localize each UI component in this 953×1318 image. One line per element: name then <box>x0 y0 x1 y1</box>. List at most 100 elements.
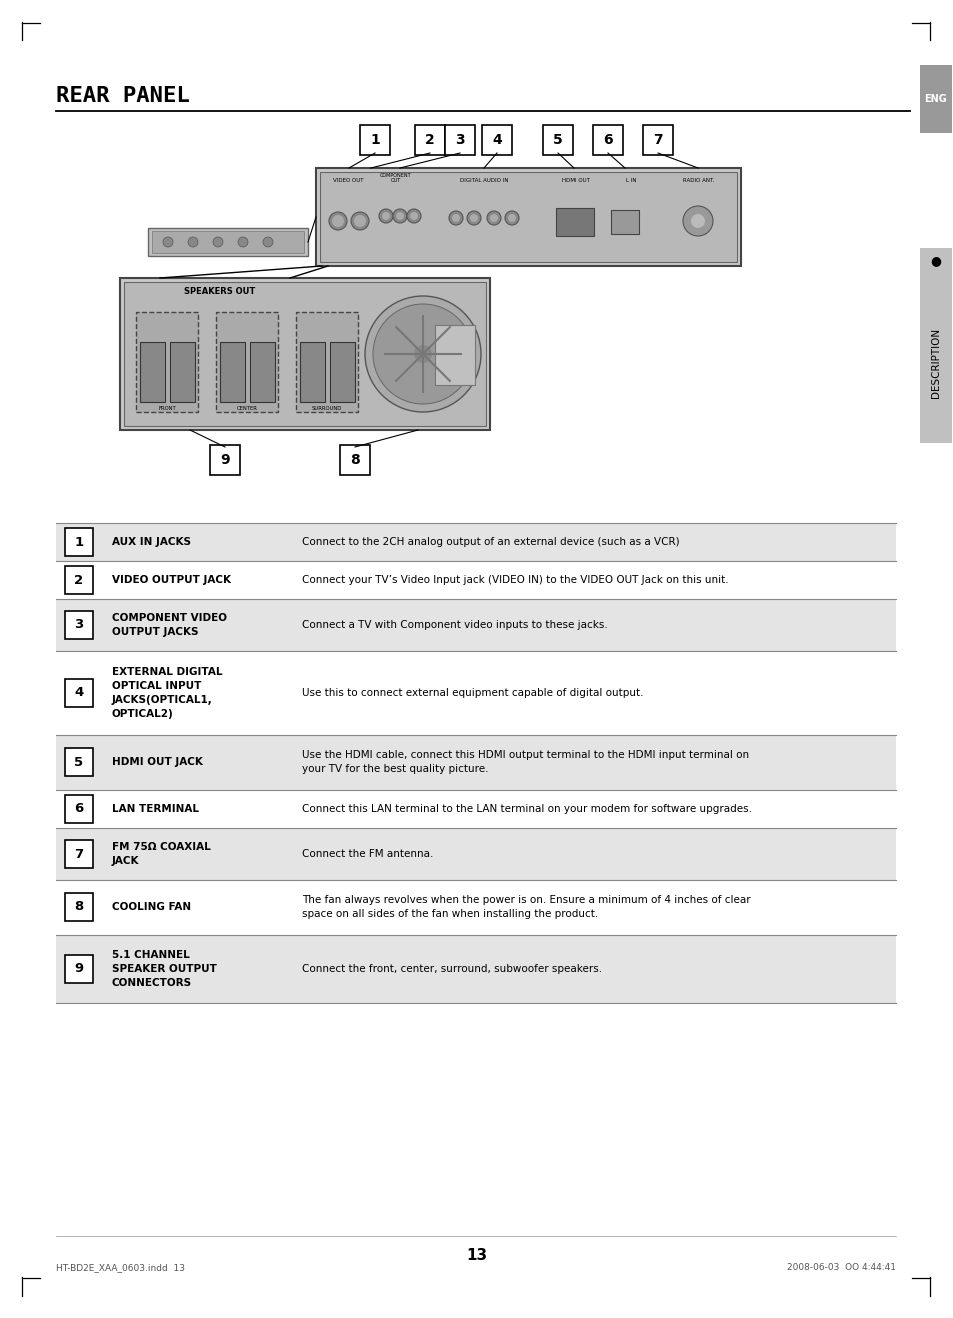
Text: L IN: L IN <box>625 178 636 182</box>
Bar <box>919 65 951 133</box>
Circle shape <box>381 212 390 220</box>
Text: 2008-06-03  ΟΟ 4:44:41: 2008-06-03 ΟΟ 4:44:41 <box>786 1264 895 1272</box>
Circle shape <box>410 212 417 220</box>
Text: AUX IN JACKS: AUX IN JACKS <box>112 536 191 547</box>
Bar <box>148 228 308 256</box>
Text: 1: 1 <box>370 133 379 148</box>
Circle shape <box>490 214 497 221</box>
Bar <box>56 735 895 789</box>
Bar <box>435 326 475 385</box>
Text: COMPONENT
OUT: COMPONENT OUT <box>380 173 412 183</box>
Circle shape <box>188 237 198 246</box>
Text: 8: 8 <box>74 900 84 913</box>
Text: 5: 5 <box>74 755 84 768</box>
Bar <box>56 523 895 561</box>
Text: COMPONENT VIDEO
OUTPUT JACKS: COMPONENT VIDEO OUTPUT JACKS <box>112 613 227 637</box>
Circle shape <box>470 214 477 221</box>
Text: VIDEO OUT: VIDEO OUT <box>333 178 363 182</box>
Text: Use this to connect external equipment capable of digital output.: Use this to connect external equipment c… <box>302 688 643 699</box>
Bar <box>56 828 895 880</box>
FancyBboxPatch shape <box>593 125 622 156</box>
Circle shape <box>332 215 344 227</box>
Bar <box>250 341 274 402</box>
Bar <box>124 282 485 426</box>
Circle shape <box>354 215 366 227</box>
Bar <box>170 341 194 402</box>
Circle shape <box>378 210 393 223</box>
Text: 4: 4 <box>492 133 501 148</box>
FancyBboxPatch shape <box>65 894 92 921</box>
Text: 2: 2 <box>425 133 435 148</box>
Text: 9: 9 <box>74 962 84 975</box>
Circle shape <box>449 211 462 225</box>
Text: LAN TERMINAL: LAN TERMINAL <box>112 804 199 815</box>
Text: COOLING FAN: COOLING FAN <box>112 902 191 912</box>
Text: 13: 13 <box>466 1248 487 1264</box>
Bar <box>56 934 895 1003</box>
FancyBboxPatch shape <box>65 795 92 822</box>
Bar <box>556 208 594 236</box>
Bar <box>56 598 895 651</box>
Text: HDMI OUT JACK: HDMI OUT JACK <box>112 757 203 767</box>
FancyBboxPatch shape <box>415 125 444 156</box>
Text: RADIO ANT.: RADIO ANT. <box>682 178 714 182</box>
FancyBboxPatch shape <box>65 679 92 706</box>
Bar <box>152 231 304 253</box>
Text: 4: 4 <box>74 687 84 700</box>
Text: Connect the FM antenna.: Connect the FM antenna. <box>302 849 433 859</box>
FancyBboxPatch shape <box>65 612 92 639</box>
FancyBboxPatch shape <box>65 749 92 776</box>
Text: 1: 1 <box>74 535 84 548</box>
Bar <box>120 278 490 430</box>
Text: 3: 3 <box>74 618 84 631</box>
Text: Connect your TV’s Video Input jack (VIDEO IN) to the VIDEO OUT Jack on this unit: Connect your TV’s Video Input jack (VIDE… <box>302 575 728 585</box>
Text: 2: 2 <box>74 573 84 587</box>
Circle shape <box>414 345 432 362</box>
Text: Connect to the 2CH analog output of an external device (such as a VCR): Connect to the 2CH analog output of an e… <box>302 536 679 547</box>
Text: 6: 6 <box>74 803 84 816</box>
Text: EXTERNAL DIGITAL
OPTICAL INPUT
JACKS(OPTICAL1,
OPTICAL2): EXTERNAL DIGITAL OPTICAL INPUT JACKS(OPT… <box>112 667 222 720</box>
FancyBboxPatch shape <box>136 312 198 413</box>
Text: 7: 7 <box>74 847 84 861</box>
Circle shape <box>237 237 248 246</box>
Circle shape <box>351 212 369 231</box>
Text: 9: 9 <box>220 453 230 467</box>
Text: REAR PANEL: REAR PANEL <box>56 86 190 105</box>
Text: ENG: ENG <box>923 94 946 104</box>
Text: CENTER: CENTER <box>236 406 257 410</box>
Bar <box>140 341 165 402</box>
Circle shape <box>507 214 516 221</box>
Circle shape <box>365 297 480 413</box>
FancyBboxPatch shape <box>542 125 573 156</box>
Text: VIDEO OUTPUT JACK: VIDEO OUTPUT JACK <box>112 575 231 585</box>
Circle shape <box>467 211 480 225</box>
FancyBboxPatch shape <box>642 125 672 156</box>
Text: HT-BD2E_XAA_0603.indd  13: HT-BD2E_XAA_0603.indd 13 <box>56 1264 185 1272</box>
Text: DIGITAL AUDIO IN: DIGITAL AUDIO IN <box>459 178 508 182</box>
Bar <box>56 561 895 598</box>
Text: SURROUND: SURROUND <box>312 406 342 410</box>
Text: 6: 6 <box>602 133 612 148</box>
Text: 8: 8 <box>350 453 359 467</box>
Text: 5: 5 <box>553 133 562 148</box>
Circle shape <box>504 211 518 225</box>
Circle shape <box>373 304 473 405</box>
Circle shape <box>263 237 273 246</box>
Bar <box>919 248 951 443</box>
FancyBboxPatch shape <box>65 956 92 983</box>
Bar <box>56 880 895 934</box>
FancyBboxPatch shape <box>215 312 277 413</box>
Text: ●: ● <box>929 254 941 268</box>
Text: SPEAKERS OUT: SPEAKERS OUT <box>184 287 255 297</box>
Text: DESCRIPTION: DESCRIPTION <box>930 328 940 398</box>
Text: The fan always revolves when the power is on. Ensure a minimum of 4 inches of cl: The fan always revolves when the power i… <box>302 895 750 919</box>
FancyBboxPatch shape <box>444 125 475 156</box>
FancyBboxPatch shape <box>339 445 370 474</box>
FancyBboxPatch shape <box>65 840 92 869</box>
Bar <box>610 210 639 235</box>
Text: HDMI OUT: HDMI OUT <box>561 178 589 182</box>
Text: Use the HDMI cable, connect this HDMI output terminal to the HDMI input terminal: Use the HDMI cable, connect this HDMI ou… <box>302 750 748 774</box>
Bar <box>56 789 895 828</box>
Text: 3: 3 <box>455 133 464 148</box>
Circle shape <box>395 212 403 220</box>
